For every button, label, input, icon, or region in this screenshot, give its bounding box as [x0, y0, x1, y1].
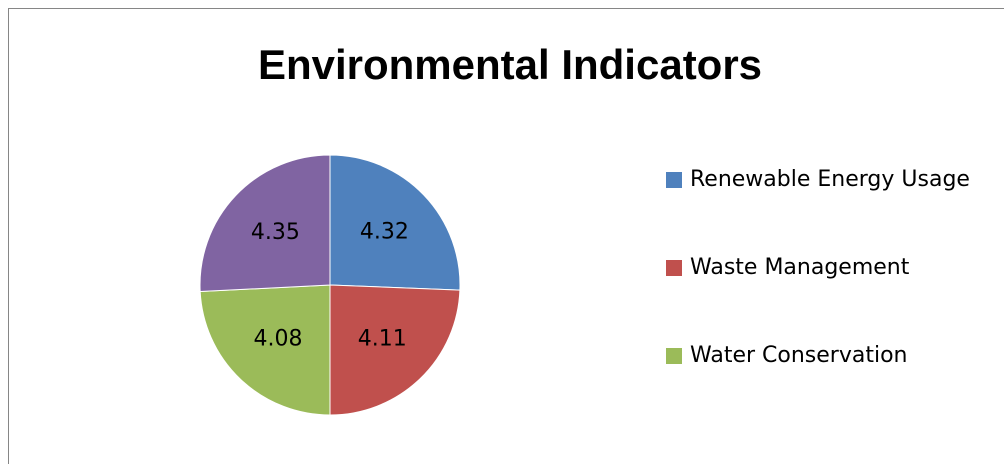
legend-swatch — [666, 172, 682, 188]
chart-title: Environmental Indicators — [258, 41, 762, 88]
pie-slice — [329, 154, 461, 291]
pie-slice — [199, 154, 331, 293]
pie-slice — [199, 284, 331, 416]
legend-text: Waste Management — [690, 255, 910, 280]
legend-swatch — [666, 260, 682, 276]
data-label: 4.32 — [360, 220, 409, 245]
legend-text: Water Conservation — [690, 343, 907, 368]
data-label: 4.35 — [251, 220, 300, 245]
legend-swatch — [666, 348, 682, 364]
data-label: 4.08 — [254, 327, 303, 352]
chart-frame — [8, 8, 1004, 464]
data-label: 4.11 — [358, 326, 407, 351]
pie-slice — [329, 284, 461, 416]
legend-text: Renewable Energy Usage — [690, 167, 970, 192]
